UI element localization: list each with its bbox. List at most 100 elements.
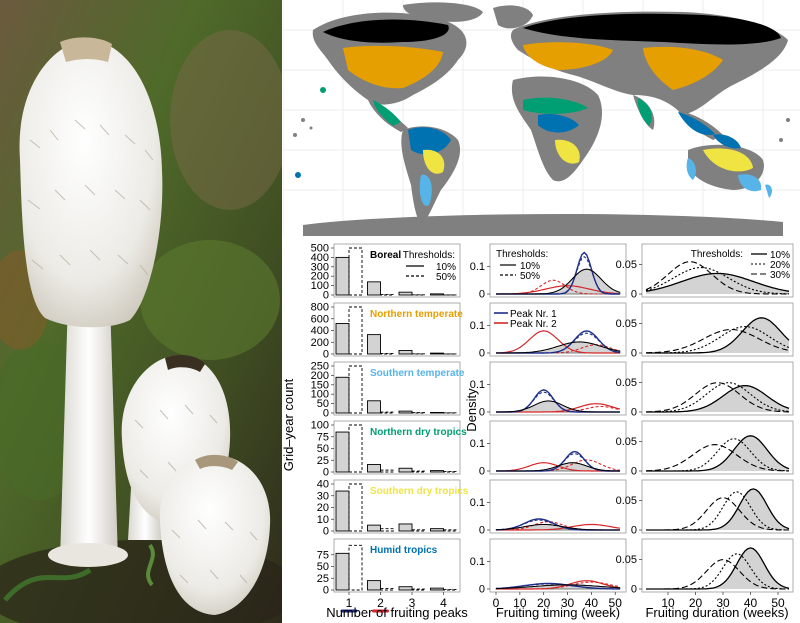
timing-ytick-label: 0 xyxy=(479,525,485,537)
bar-legend-10-label: 10% xyxy=(436,262,456,273)
timing-overall-line xyxy=(496,341,621,354)
duration-xlabel: Fruiting duration (weeks) xyxy=(645,605,788,620)
timing-ytick-label: 0 xyxy=(479,584,485,596)
duration-10 xyxy=(646,488,790,531)
bar-ytick-label: 600 xyxy=(311,313,329,325)
bar-10pct xyxy=(430,352,444,355)
bar-10pct xyxy=(398,586,413,591)
bar-10pct xyxy=(430,293,444,296)
bar-panel-frame xyxy=(333,361,461,416)
bar-50pct xyxy=(348,483,363,532)
timing-ytick-label: 0 xyxy=(479,348,485,360)
bar-ytick-label: 150 xyxy=(311,379,329,391)
duration-ytick-label: 0 xyxy=(631,525,637,537)
bar-10pct xyxy=(367,524,381,532)
bar-50pct xyxy=(380,352,394,355)
region-name: Northern dry tropics xyxy=(370,427,467,438)
bar-10pct xyxy=(367,281,381,296)
timing-xtick-label: 50 xyxy=(609,596,623,610)
timing-xtick-label: 30 xyxy=(561,596,575,610)
region-name: Southern temperate xyxy=(370,368,465,379)
bar-ytick-label: 200 xyxy=(311,370,329,382)
duration-ytick-label: 0.05 xyxy=(616,436,637,448)
bar-10pct xyxy=(335,490,350,532)
bar-10pct xyxy=(398,291,413,296)
timing-ytick-label: 0 xyxy=(479,407,485,419)
timing-ytick-label: 0 xyxy=(479,466,485,478)
bar-ytick-label: 250 xyxy=(311,361,329,373)
duration-ytick-label: 0 xyxy=(631,289,637,301)
bar-xtick-label: 1 xyxy=(346,596,353,610)
bar-legend-title: Thresholds: xyxy=(403,250,455,261)
timing-ytick-label: 0.1 xyxy=(470,556,485,568)
bar-10pct xyxy=(367,580,381,591)
duration-legend-20-label: 20% xyxy=(770,260,790,271)
duration-xtick-label: 50 xyxy=(771,596,785,610)
duration-10-area xyxy=(646,385,789,412)
bar-10pct xyxy=(335,552,350,591)
timing-peak2-10 xyxy=(496,523,621,531)
bar-50pct xyxy=(380,469,394,473)
bar-ytick-label: 25 xyxy=(317,573,329,585)
duration-10 xyxy=(646,435,790,472)
timing-overall-line xyxy=(495,584,621,590)
bar-10pct xyxy=(430,411,444,414)
bar-50pct xyxy=(380,528,394,532)
duration-10 xyxy=(645,272,790,292)
duration-ytick-label: 0.05 xyxy=(616,318,637,330)
timing-xtick-label: 0 xyxy=(493,596,500,610)
duration-legend-10-label: 10% xyxy=(770,250,790,261)
timing-legend-10-label: 10% xyxy=(520,261,540,272)
bar-ytick-label: 500 xyxy=(311,243,329,255)
duration-10-area xyxy=(646,273,789,294)
bar-10pct xyxy=(398,350,413,355)
duration-ytick-label: 0 xyxy=(631,466,637,478)
timing-overall-line xyxy=(496,268,621,295)
bar-ytick-label: 75 xyxy=(317,431,329,443)
bar-ytick-label: 10 xyxy=(317,514,329,526)
timing-overall-line xyxy=(495,524,620,531)
bar-panel-frame xyxy=(333,538,461,593)
bar-panel-frame xyxy=(333,243,461,298)
bar-legend-50-label: 50% xyxy=(436,272,456,283)
timing-xlabel: Fruiting timing (week) xyxy=(496,605,620,620)
duration-ytick-label: 0.05 xyxy=(616,495,637,507)
bar-10pct xyxy=(335,323,350,355)
bar-50pct xyxy=(348,365,363,414)
bar-ytick-label: 400 xyxy=(311,325,329,337)
bar-ytick-label: 0 xyxy=(323,526,329,538)
bar-50pct xyxy=(411,470,426,473)
duration-legend-30-label: 30% xyxy=(770,270,790,281)
timing-xtick-label: 20 xyxy=(537,596,551,610)
duration-10-area xyxy=(646,488,789,530)
bar-xtick-label: 4 xyxy=(440,596,447,610)
duration-10 xyxy=(646,547,790,590)
timing-panel-frame xyxy=(489,479,627,534)
bar-10pct xyxy=(398,467,413,473)
bar-50pct xyxy=(348,544,363,591)
timing-xtick-label: 10 xyxy=(513,596,527,610)
bar-ytick-label: 50 xyxy=(317,561,329,573)
world-map xyxy=(283,0,800,236)
bar-ytick-label: 0 xyxy=(323,585,329,597)
duration-10-area xyxy=(646,547,789,589)
duration-30 xyxy=(645,261,789,295)
bar-ytick-label: 75 xyxy=(317,549,329,561)
bar-ytick-label: 200 xyxy=(311,337,329,349)
bar-50pct xyxy=(348,247,363,296)
bar-10pct xyxy=(335,256,350,296)
bar-ytick-label: 100 xyxy=(311,389,329,401)
duration-ytick-label: 0 xyxy=(631,348,637,360)
bar-ytick-label: 50 xyxy=(317,398,329,410)
duration-20 xyxy=(645,267,789,295)
bar-10pct xyxy=(367,400,381,414)
bar-ytick-label: 300 xyxy=(311,261,329,273)
bar-panel-frame xyxy=(333,420,461,475)
bar-50pct xyxy=(380,411,394,414)
region-name: Southern dry tropics xyxy=(370,486,469,497)
bar-10pct xyxy=(335,376,350,414)
timing-ytick-label: 0.1 xyxy=(470,379,485,391)
bar-ytick-label: 0 xyxy=(323,290,329,302)
bar-50pct xyxy=(411,588,426,591)
